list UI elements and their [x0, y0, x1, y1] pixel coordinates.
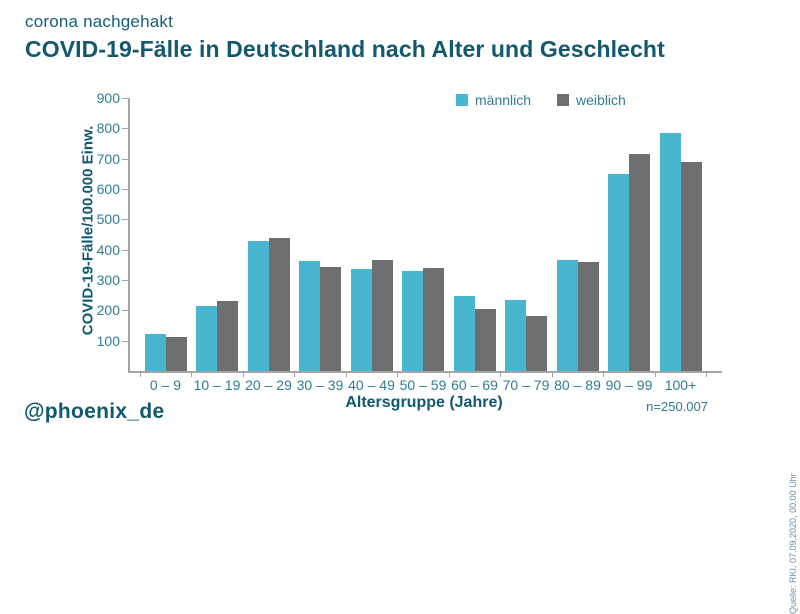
x-tick-mark-8	[551, 371, 553, 377]
x-tick-mark-6	[448, 371, 450, 377]
legend-swatch-weiblich	[557, 94, 570, 106]
bar-weiblich-11	[680, 162, 702, 371]
x-category-label-4: 30 – 39	[296, 377, 344, 393]
bar-weiblich-7	[474, 308, 496, 371]
y-tick-mark-200	[122, 310, 128, 312]
phoenix-handle: @phoenix_de	[24, 400, 165, 423]
legend-label-männlich: männlich	[475, 92, 532, 108]
bar-männlich-5	[350, 269, 372, 371]
kicker: corona nachgehakt	[25, 12, 174, 31]
x-category-label-3: 20 – 29	[245, 377, 292, 393]
legend-item-weiblich: weiblich	[557, 92, 626, 108]
y-tick-label-400: 400	[96, 241, 120, 258]
bar-weiblich-2	[217, 300, 238, 371]
sample-size: n=250.007	[646, 399, 708, 414]
y-tick-mark-100	[122, 340, 128, 342]
bar-männlich-7	[453, 295, 475, 371]
x-tick-mark-3	[294, 371, 296, 377]
bar-männlich-9	[556, 259, 578, 371]
bar-weiblich-10	[629, 153, 650, 371]
x-category-label-9: 80 – 89	[554, 377, 601, 393]
x-tick-mark-5	[397, 371, 399, 377]
bar-weiblich-9	[577, 262, 599, 371]
legend-label-weiblich: weiblich	[576, 92, 626, 108]
bar-weiblich-6	[423, 268, 444, 371]
bar-weiblich-3	[268, 238, 290, 371]
y-tick-mark-300	[122, 280, 128, 281]
x-category-label-8: 70 – 79	[502, 377, 550, 393]
legend: männlich weiblich	[456, 92, 626, 108]
bar-männlich-1	[144, 334, 166, 371]
x-tick-mark-10	[654, 371, 656, 377]
source-note: Quelle: RKI, 07.09.2020, 00.00 Uhr	[788, 473, 798, 614]
y-tick-mark-900	[122, 98, 128, 99]
bar-männlich-3	[247, 240, 269, 371]
x-category-label-2: 10 – 19	[193, 377, 241, 393]
bar-weiblich-4	[320, 266, 341, 371]
y-tick-label-800: 800	[96, 120, 120, 137]
x-tick-mark-2	[242, 371, 244, 377]
x-category-label-6: 50 – 59	[399, 377, 447, 393]
bar-weiblich-1	[165, 336, 187, 371]
y-tick-mark-500	[122, 219, 128, 221]
bar-männlich-11	[659, 133, 681, 371]
x-axis-title: Altersgruppe (Jahre)	[345, 394, 503, 411]
bar-weiblich-8	[526, 316, 547, 371]
legend-swatch-männlich	[456, 94, 468, 106]
bar-männlich-2	[196, 305, 217, 371]
y-tick-label-200: 200	[96, 302, 120, 319]
y-tick-mark-800	[122, 128, 128, 130]
y-tick-label-600: 600	[96, 181, 120, 197]
y-tick-mark-600	[122, 189, 128, 190]
x-category-label-10: 90 – 99	[605, 377, 653, 393]
x-category-label-1: 0 – 9	[149, 377, 182, 393]
y-tick-label-900: 900	[96, 90, 120, 106]
x-tick-mark-4	[345, 371, 347, 377]
y-tick-label-300: 300	[96, 272, 120, 288]
y-axis-title: COVID-19-Fälle/100.000 Einw.	[79, 125, 97, 336]
y-tick-mark-700	[122, 158, 128, 160]
bar-männlich-4	[299, 261, 320, 371]
x-category-label-5: 40 – 49	[348, 377, 395, 393]
bar-männlich-6	[402, 270, 423, 371]
bar-männlich-8	[505, 300, 526, 371]
bar-männlich-10	[608, 173, 629, 371]
x-tick-mark-11	[706, 371, 708, 377]
y-tick-label-700: 700	[96, 150, 120, 167]
plot-area: 100 200 300 400 500 600 700 800 900 0 – 9 10 – 19 2…	[97, 91, 722, 393]
legend-item-männlich: männlich	[456, 92, 531, 108]
x-category-label-7: 60 – 69	[451, 377, 498, 393]
page-title: COVID-19-Fälle in Deutschland nach Alter…	[25, 36, 665, 62]
x-tick-mark-7	[500, 371, 502, 377]
y-tick-mark-400	[122, 249, 128, 251]
x-tick-mark-1	[191, 371, 193, 377]
x-category-label-11: 100+	[664, 377, 697, 393]
x-tick-mark-9	[603, 371, 605, 377]
y-tick-label-500: 500	[96, 211, 120, 228]
y-tick-label-100: 100	[96, 332, 120, 349]
bar-weiblich-5	[371, 259, 393, 371]
x-tick-mark-0	[139, 371, 141, 377]
